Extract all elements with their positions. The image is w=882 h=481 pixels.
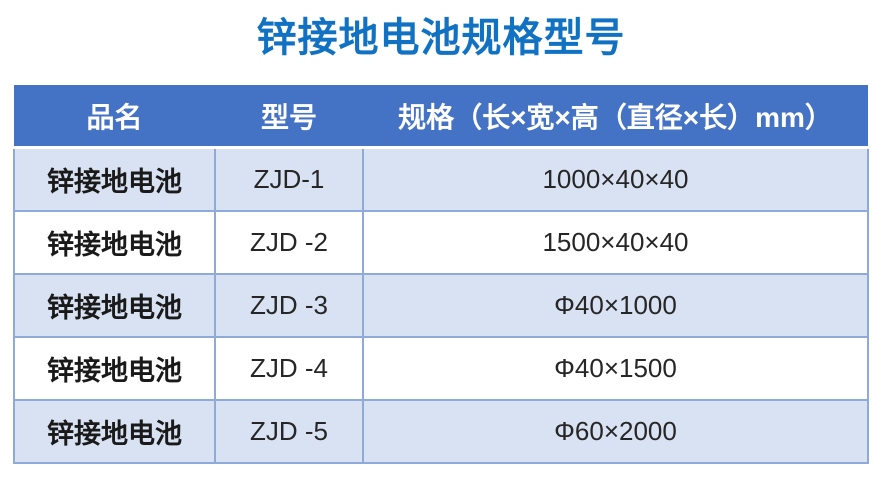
product-name-cell: 锌接地电池 xyxy=(13,336,216,401)
battery-spec-table: 品名 型号 规格（长×宽×高（直径×长）mm） 锌接地电池 ZJD-1 1000… xyxy=(13,85,869,464)
product-name-cell: 锌接地电池 xyxy=(13,273,216,338)
spec-cell: 1000×40×40 xyxy=(362,146,869,212)
model-cell: ZJD -2 xyxy=(214,210,364,275)
spec-cell: 1500×40×40 xyxy=(362,210,869,275)
model-cell: ZJD -4 xyxy=(214,336,364,401)
page-title: 锌接地电池规格型号 xyxy=(256,16,626,60)
spec-cell: Φ40×1000 xyxy=(362,273,869,338)
model-cell: ZJD -5 xyxy=(214,399,364,464)
spec-cell: Φ40×1500 xyxy=(362,336,869,401)
product-name-cell: 锌接地电池 xyxy=(13,146,216,212)
table-row: 锌接地电池 ZJD -4 Φ40×1500 xyxy=(13,336,869,401)
table-header-row: 品名 型号 规格（长×宽×高（直径×长）mm） xyxy=(14,85,868,149)
table-row: 锌接地电池 ZJD -3 Φ40×1000 xyxy=(13,273,869,338)
product-name-cell: 锌接地电池 xyxy=(13,210,216,275)
column-header-name: 品名 xyxy=(14,85,215,149)
product-name-cell: 锌接地电池 xyxy=(13,399,216,464)
column-header-model: 型号 xyxy=(215,85,363,149)
model-cell: ZJD-1 xyxy=(214,146,364,212)
table-row: 锌接地电池 ZJD -2 1500×40×40 xyxy=(13,210,869,275)
spec-cell: Φ60×2000 xyxy=(362,399,869,464)
table-row: 锌接地电池 ZJD-1 1000×40×40 xyxy=(13,146,869,212)
column-header-spec: 规格（长×宽×高（直径×长）mm） xyxy=(363,85,868,149)
model-cell: ZJD -3 xyxy=(214,273,364,338)
table-row: 锌接地电池 ZJD -5 Φ60×2000 xyxy=(13,399,869,464)
